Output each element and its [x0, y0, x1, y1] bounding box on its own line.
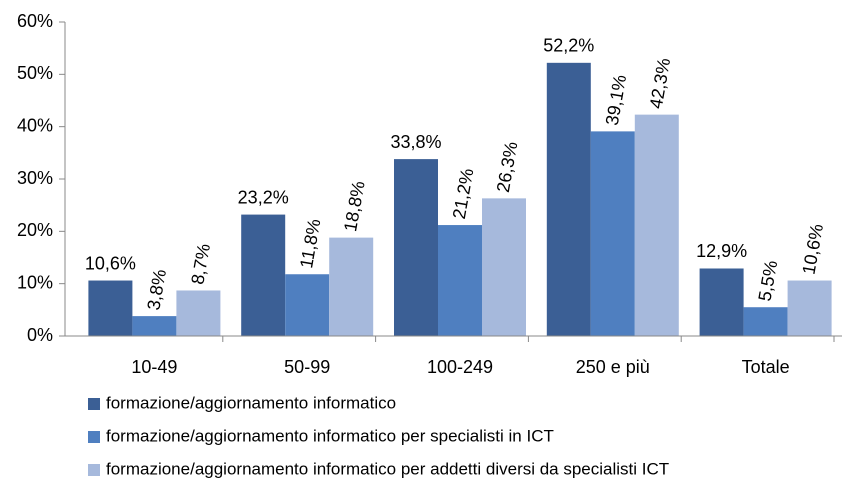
bar: [546, 62, 591, 336]
data-label: 33,8%: [390, 132, 441, 152]
bar: [394, 159, 438, 336]
bar: [438, 225, 482, 336]
data-label: 11,8%: [296, 217, 324, 269]
bar: [743, 307, 788, 336]
bar: [787, 280, 832, 336]
legend-label: formazione/aggiornamento informatico per…: [106, 426, 554, 445]
y-tick-label: 60%: [17, 11, 53, 31]
data-label: 21,2%: [449, 167, 478, 221]
legend-label: formazione/aggiornamento informatico: [106, 393, 396, 412]
bar: [241, 214, 286, 336]
data-label: 18,8%: [340, 179, 369, 233]
y-tick-label: 20%: [17, 220, 53, 240]
y-tick-label: 0%: [27, 325, 53, 345]
bar: [482, 198, 526, 336]
data-label: 10,6%: [799, 222, 828, 276]
y-tick-label: 30%: [17, 168, 53, 188]
data-label: 26,3%: [493, 140, 522, 194]
x-tick-label: Totale: [742, 357, 790, 377]
bar: [132, 316, 177, 336]
bar: [88, 280, 133, 336]
x-tick-label: 250 e più: [576, 357, 650, 377]
legend-swatch: [88, 398, 100, 410]
data-label: 3,8%: [143, 268, 170, 312]
data-label: 5,5%: [755, 259, 782, 303]
data-label: 42,3%: [646, 56, 675, 110]
x-tick-label: 100-249: [427, 357, 493, 377]
data-label: 52,2%: [543, 36, 594, 56]
y-tick-label: 40%: [17, 115, 53, 135]
data-label: 12,9%: [696, 241, 747, 261]
y-tick-label: 50%: [17, 63, 53, 83]
data-label: 23,2%: [238, 187, 289, 207]
bar: [590, 131, 635, 336]
legend-swatch: [88, 464, 100, 476]
legend-label: formazione/aggiornamento informatico per…: [106, 459, 669, 478]
data-label: 10,6%: [85, 253, 136, 273]
x-tick-label: 50-99: [284, 357, 330, 377]
data-label: 39,1%: [602, 73, 631, 127]
bar: [285, 274, 330, 336]
bar: [176, 290, 221, 336]
bar: [329, 237, 374, 336]
legend-swatch: [88, 431, 100, 443]
x-tick-label: 10-49: [131, 357, 177, 377]
data-label: 8,7%: [187, 242, 214, 286]
bar: [634, 114, 679, 336]
y-tick-label: 10%: [17, 272, 53, 292]
bar: [699, 268, 744, 336]
